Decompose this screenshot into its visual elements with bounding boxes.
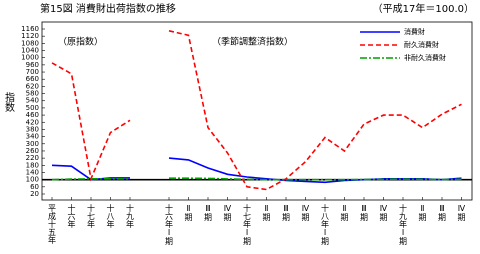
y-tick-label: 580 <box>26 90 39 98</box>
x-tick-label: 十九年 <box>126 203 135 229</box>
chart-title: 第15図 消費財出荷指数の推移 <box>40 2 176 15</box>
section-label: （原指数） <box>58 36 103 48</box>
x-tick-label: Ⅱ期 <box>262 204 271 222</box>
x-tick-label: 十七年 <box>87 203 96 229</box>
section-label: （季節調整済指数） <box>212 36 293 48</box>
y-tick-label: 540 <box>26 97 39 105</box>
y-tick-label: 1080 <box>21 39 39 47</box>
y-tick-label: 420 <box>26 118 39 126</box>
x-tick-label: Ⅱ期 <box>184 204 193 222</box>
x-tick-label: Ⅳ期 <box>379 204 388 222</box>
y-tick-label: 180 <box>26 161 39 169</box>
x-tick-label: Ⅲ期 <box>360 204 369 222</box>
x-tick-label: Ⅳ期 <box>223 204 232 222</box>
y-tick-label: 380 <box>26 125 39 133</box>
y-tick-label: 220 <box>26 154 39 162</box>
y-tick-label: 100 <box>26 176 39 184</box>
legend-label: 耐久消費財 <box>404 40 439 49</box>
x-tick-label: 十六年Ⅰ期 <box>165 203 174 246</box>
y-axis-label: 指数 <box>3 91 15 113</box>
y-tick-label: 700 <box>26 68 39 76</box>
legend-label: 消費財 <box>404 27 425 36</box>
x-tick-label: Ⅳ期 <box>457 204 466 222</box>
y-tick-label: 620 <box>26 82 39 90</box>
y-tick-label: 1040 <box>21 47 39 55</box>
y-tick-label: 300 <box>26 140 39 148</box>
y-tick-label: 340 <box>26 133 39 141</box>
x-tick-label: 平成十五年 <box>48 204 57 245</box>
y-tick-label: 260 <box>26 147 39 155</box>
series-line <box>51 30 462 191</box>
x-tick-label: Ⅳ期 <box>301 204 310 222</box>
x-tick-label: 十八年Ⅰ期 <box>321 203 330 246</box>
y-tick-label: 1160 <box>21 25 39 33</box>
y-tick-label: 500 <box>26 104 39 112</box>
x-tick-label: Ⅱ期 <box>340 204 349 222</box>
legend-label: 非耐久消費財 <box>404 53 446 62</box>
x-tick-label: 十九年Ⅰ期 <box>399 203 408 246</box>
plot-frame <box>41 21 473 201</box>
y-tick-label: 1000 <box>21 54 39 62</box>
x-tick-label: Ⅱ期 <box>418 204 427 222</box>
y-tick-label: 460 <box>26 111 39 119</box>
y-tick-label: 960 <box>26 61 39 69</box>
y-tick-label: 20 <box>30 190 39 198</box>
y-tick-label: 660 <box>26 75 39 83</box>
x-tick-label: Ⅲ期 <box>204 204 213 222</box>
x-tick-label: Ⅲ期 <box>282 204 291 222</box>
series-line <box>51 177 462 181</box>
base-note: （平成17年＝100.0） <box>373 2 474 15</box>
y-tick-label: 60 <box>30 183 39 191</box>
x-tick-label: 十七年Ⅰ期 <box>243 203 252 246</box>
x-tick-label: 十八年 <box>106 203 115 229</box>
x-tick-label: 十六年 <box>67 203 76 229</box>
y-tick-label: 140 <box>26 168 39 176</box>
y-tick-label: 1120 <box>21 32 39 40</box>
x-tick-label: Ⅲ期 <box>438 204 447 222</box>
